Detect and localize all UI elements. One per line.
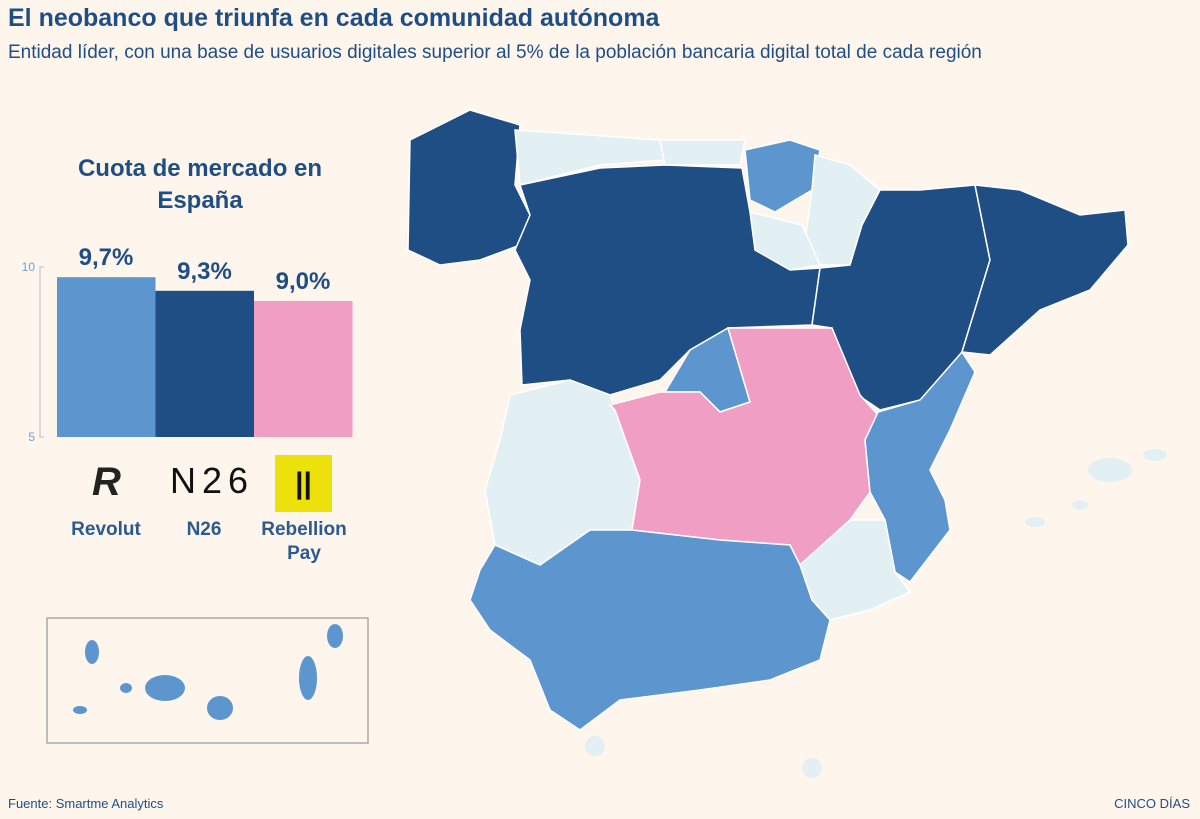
region-cantabria: [659, 139, 746, 166]
page-subtitle: Entidad líder, con una base de usuarios …: [8, 42, 982, 63]
region-pais-vasco: [744, 139, 821, 213]
region-andalucia: [469, 529, 831, 731]
bar-revolut: [57, 277, 156, 437]
bar-value-label: 9,7%: [79, 244, 134, 271]
region-comunidad-valenciana: [864, 350, 976, 584]
region-ceuta: [585, 736, 605, 756]
bar-value-label: 9,3%: [177, 258, 232, 285]
rebellion-pay-logo: ||: [275, 455, 332, 512]
revolut-logo: R: [92, 460, 121, 504]
canarias-inset-frame: [46, 617, 369, 744]
region-baleares: [1025, 449, 1167, 527]
label-n26: N26: [186, 519, 222, 540]
bar-n26: [155, 290, 254, 437]
region-melilla: [802, 758, 822, 778]
market-share-chart: 10 5 9,7% 9,3% 9,0%: [22, 244, 353, 444]
region-canarias: [73, 624, 343, 720]
publisher-credit: CINCO DÍAS: [1114, 796, 1190, 811]
region-galicia: [407, 109, 531, 266]
chart-title: Cuota de mercado en España: [77, 155, 323, 214]
n26-logo: N26: [170, 460, 255, 501]
bar-value-label: 9,0%: [276, 268, 331, 295]
y-tick-label: 10: [22, 260, 36, 274]
label-rebellion-pay: Rebellion Pay: [261, 519, 347, 564]
y-tick-label: 5: [28, 430, 35, 444]
source-note: Fuente: Smartme Analytics: [8, 796, 164, 811]
bar-rebellion-pay: [254, 301, 353, 437]
label-revolut: Revolut: [71, 519, 141, 540]
page-title: El neobanco que triunfa en cada comunida…: [8, 4, 660, 32]
region-cataluna: [961, 184, 1129, 356]
y-axis: [39, 266, 44, 438]
